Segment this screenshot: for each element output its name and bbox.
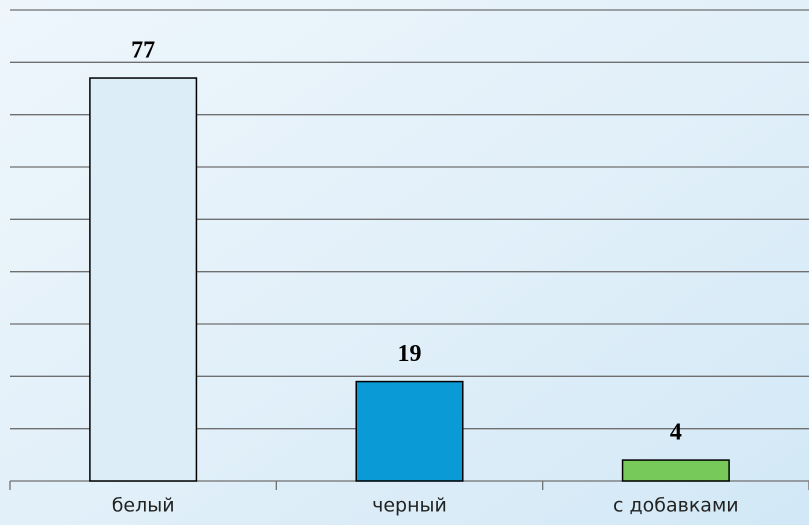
bar xyxy=(89,77,198,482)
data-label: 4 xyxy=(670,420,682,446)
data-label: 77 xyxy=(131,38,155,64)
bar xyxy=(355,380,464,482)
x-tick-label: черный xyxy=(372,495,447,517)
x-tick-label: с добавками xyxy=(613,495,739,517)
x-tick-label: белый xyxy=(112,495,175,517)
data-label: 19 xyxy=(398,341,422,367)
bar xyxy=(621,459,730,482)
